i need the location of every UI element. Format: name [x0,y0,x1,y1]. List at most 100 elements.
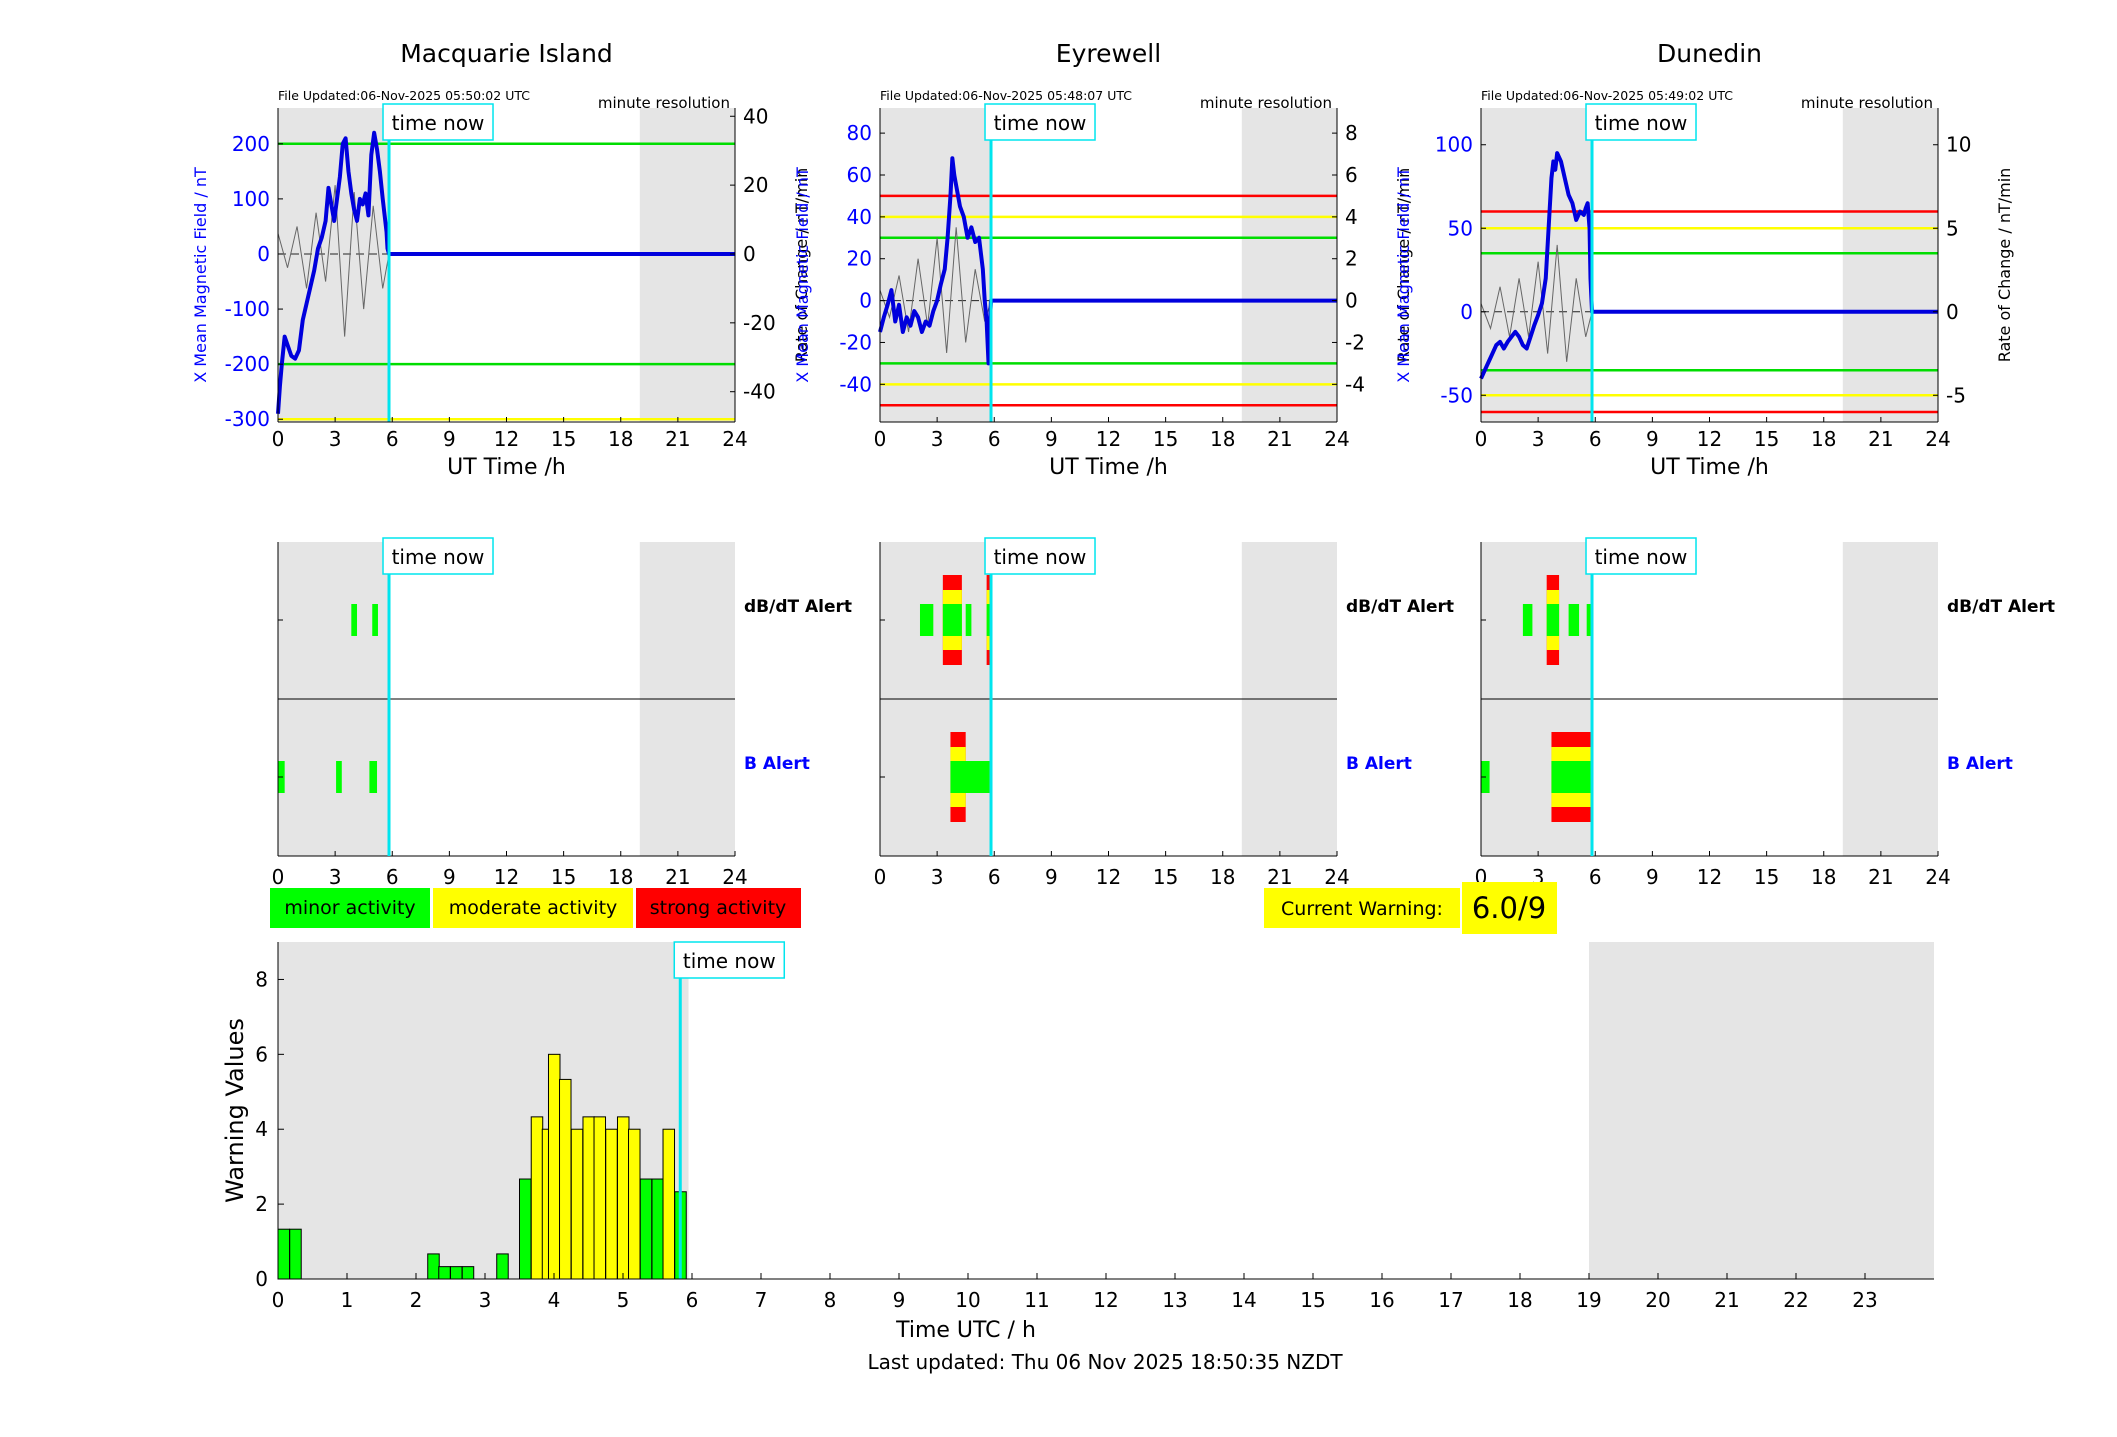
night-shade [639,108,735,422]
y-axis-label: Warning Values [221,1018,249,1203]
x-tick-label: 18 [608,427,633,451]
time-now-box [673,941,786,979]
x-tick-label: 24 [722,865,747,889]
x-tick-label: 15 [551,865,576,889]
x-tick-label: 24 [1925,427,1950,451]
left-axis-label: X Mean Magnetic Field / nT [1394,167,1413,383]
alert-panels: time now dB/dT Alert B Alert 0 3 6 9 12 15 18 21 24… [272,537,2055,889]
x-axis-label: UT Time /h [447,455,566,480]
right-tick-label: 8 [1345,121,1358,145]
left-tick-label: -100 [225,297,270,321]
left-tick-label: -200 [225,352,270,376]
night-shade [1481,108,1593,422]
x-tick-label: 12 [1697,865,1722,889]
dbdt-alert-bar-minor [1586,604,1593,636]
rate-of-change-line [277,185,735,337]
time-now-label: time now [1595,545,1688,569]
station-panel-1: Macquarie Island File Updated:06-Nov-2025… [191,39,811,480]
x-tick-label: 9 [1646,865,1659,889]
x-tick-label: 12 [494,865,519,889]
current-warning-label: Current Warning: [1281,898,1443,920]
alert-panel-2: time now dB/dT Alert B Alert 0 3 6 9 12 15 18 21 24 [874,537,1454,889]
x-tick-label: 18 [1210,427,1235,451]
x-tick-label: 6 [988,427,1001,451]
left-tick-label: 80 [847,121,872,145]
x-tick-label: 21 [1714,1288,1739,1312]
left-axis-label: X Mean Magnetic Field / nT [793,167,812,383]
rate-of-change-line [879,227,1337,353]
x-tick-label: 3 [329,865,342,889]
warning-bar [519,1178,532,1280]
left-tick-label: 0 [1460,300,1473,324]
left-tick-label: -20 [839,330,872,354]
b-alert-bar-minor [951,761,990,793]
dbdt-alert-bar-minor [372,604,378,636]
x-tick-label: 21 [1267,427,1292,451]
legend-strong-swatch [636,888,801,928]
x-tick-label: 10 [955,1288,980,1312]
b-alert-bar-minor [1551,761,1593,793]
x-tick-label: 3 [479,1288,492,1312]
time-now-box [382,103,494,141]
x-tick-label: 8 [824,1288,837,1312]
x-tick-label: 11 [1024,1288,1049,1312]
dbdt-alert-bar-minor [986,604,992,636]
b-alert-label: B Alert [1947,754,2013,774]
x-tick-label: 15 [1153,427,1178,451]
x-tick-label: 3 [931,865,944,889]
x-tick-label: 6 [1589,427,1602,451]
station-panel-2: Eyrewell File Updated:06-Nov-2025 05:48:0… [793,39,1413,480]
time-now-label: time now [683,949,776,973]
legend-moderate-swatch [433,888,633,928]
x-tick-label: 15 [1153,865,1178,889]
x-tick-label: 13 [1162,1288,1187,1312]
y-tick-label: 2 [255,1192,268,1216]
x-tick-label: 12 [494,427,519,451]
left-tick-label: 100 [232,187,270,211]
current-warning-value-box [1462,882,1557,934]
x-tick-label: 3 [1532,427,1545,451]
warning-bar [496,1253,509,1280]
x-tick-label: 24 [722,427,747,451]
x-tick-label: 0 [874,865,887,889]
magnetometer-panels: Macquarie Island File Updated:06-Nov-2025… [191,39,2014,480]
time-now-label: time now [1595,111,1688,135]
legend-strong-label: strong activity [650,897,787,919]
right-tick-label: 0 [1345,289,1358,313]
dbdt-alert-bar-minor [965,604,972,636]
right-tick-label: -5 [1946,383,1966,407]
right-tick-label: 5 [1946,216,1959,240]
legend-minor-label: minor activity [284,897,415,919]
dbdt-alert-bar-minor [351,604,358,636]
left-tick-label: -300 [225,407,270,431]
right-tick-label: -40 [743,380,776,404]
x-tick-label: 12 [1093,1288,1118,1312]
current-warning-box [1264,888,1460,928]
warning-bar [438,1266,451,1280]
right-tick-label: 40 [743,104,768,128]
x-tick-label: 15 [551,427,576,451]
night-shade [1842,108,1938,422]
b-alert-label: B Alert [1346,754,1412,774]
warning-bar [559,1078,572,1280]
time-now-box [984,537,1096,575]
y-tick-label: 4 [255,1117,268,1141]
resolution-label: minute resolution [1801,94,1933,112]
right-tick-label: 0 [743,242,756,266]
magnetic-field-line [878,156,1337,366]
warning-bar [628,1128,641,1280]
x-tick-label: 12 [1096,427,1121,451]
warning-bar [570,1128,584,1280]
x-tick-label: 5 [617,1288,630,1312]
dbdt-alert-bar-minor [1568,604,1580,636]
time-now-label: time now [994,545,1087,569]
left-tick-label: 0 [859,289,872,313]
warning-bar [461,1266,475,1280]
x-tick-label: 18 [1811,427,1836,451]
time-now-label: time now [994,111,1087,135]
left-tick-label: 20 [847,247,872,271]
x-tick-label: 4 [548,1288,561,1312]
x-tick-label: 21 [1868,865,1893,889]
x-tick-label: 15 [1754,427,1779,451]
